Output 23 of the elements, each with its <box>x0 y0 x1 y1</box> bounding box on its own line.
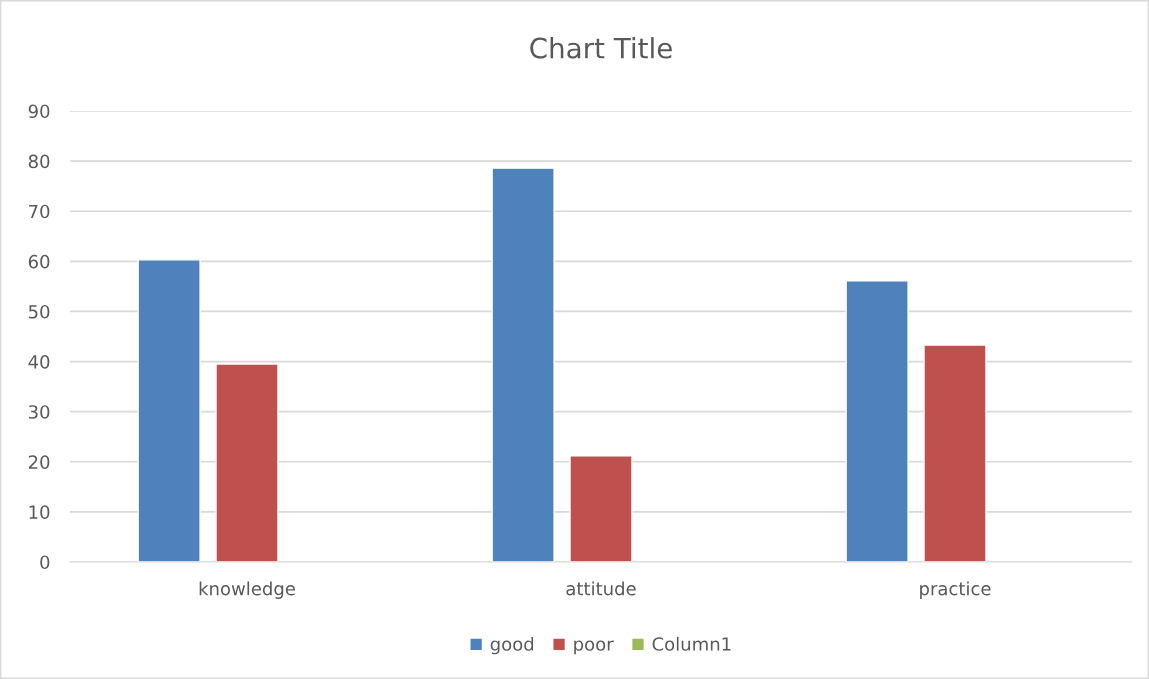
y-tick-label: 60 <box>28 254 50 269</box>
x-tick-label: knowledge <box>199 581 295 599</box>
legend-label: poor <box>574 640 614 655</box>
y-tick-label: 10 <box>29 505 50 520</box>
legend-label: good <box>490 636 534 655</box>
x-tick-label: practice <box>920 581 991 599</box>
x-tick-label: attitude <box>566 581 636 596</box>
y-tick-label: 20 <box>28 455 50 469</box>
y-tick-label: 0 <box>40 555 50 570</box>
bar <box>845 280 909 562</box>
y-tick-label: 40 <box>28 355 50 369</box>
y-tick-label: 50 <box>28 304 50 319</box>
legend-label: Column1 <box>652 636 731 651</box>
bar <box>923 344 987 562</box>
y-tick-label: 80 <box>28 154 50 169</box>
y-tick-label: 70 <box>29 204 50 219</box>
bar <box>569 455 633 562</box>
bar <box>215 363 279 562</box>
bar <box>491 167 555 562</box>
chart-title: Chart Title <box>530 37 672 59</box>
y-tick-label: 30 <box>28 405 50 419</box>
bar <box>137 259 201 562</box>
y-tick-label: 90 <box>28 104 50 119</box>
